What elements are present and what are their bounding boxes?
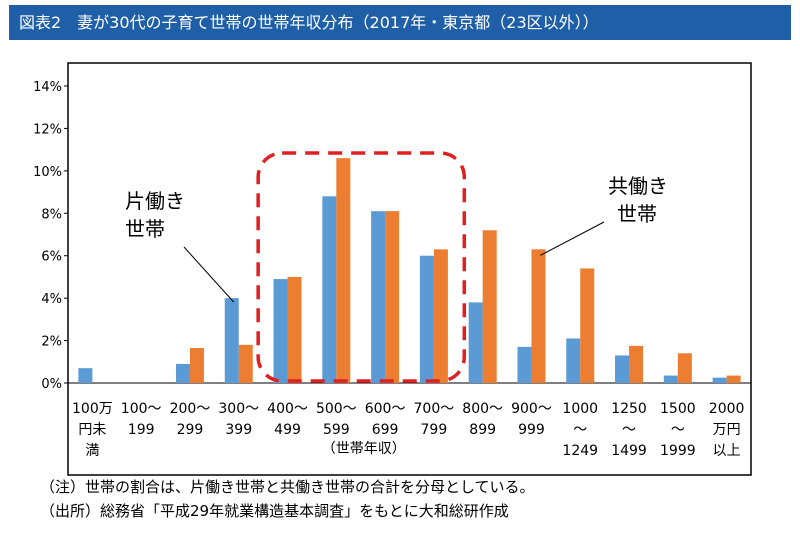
bar-single-income <box>468 302 483 383</box>
x-tick-label: 1250 ～ 1499 <box>611 401 647 459</box>
bar-dual-income <box>189 347 204 383</box>
annotation-leader-line <box>540 221 605 256</box>
x-tick-label: 800～ 899 <box>462 401 503 438</box>
y-tick-label: 14% <box>33 80 62 95</box>
bar-dual-income <box>238 344 253 383</box>
bar-dual-income <box>336 158 351 383</box>
x-tick-label: 300～ 399 <box>218 401 259 438</box>
x-tick-label: 500～ 599 <box>316 401 357 438</box>
y-tick-label: 4% <box>41 292 62 307</box>
x-tick-label: 400～ 499 <box>267 401 308 438</box>
bar-single-income <box>566 338 581 383</box>
x-tick-label: 600～ 699 <box>365 401 406 438</box>
bar-dual-income <box>385 211 400 383</box>
x-tick-label: 100万円未満 <box>72 401 113 459</box>
x-tick-label: 1500 ～ 1999 <box>660 401 696 459</box>
bar-dual-income <box>433 249 448 383</box>
y-tick-label: 0% <box>41 377 62 392</box>
bar-dual-income <box>677 353 692 383</box>
y-tick-label: 2% <box>41 335 62 350</box>
bar-single-income <box>273 279 288 383</box>
x-tick-label: 1000 ～ 1249 <box>562 401 598 459</box>
bar-dual-income <box>629 345 644 383</box>
annotation-label: 共働き世帯 <box>608 174 668 226</box>
note-text: （注）世帯の割合は、片働き世帯と共働き世帯の合計を分母としている。 <box>40 478 535 496</box>
bar-single-income <box>517 346 532 383</box>
bar-single-income <box>712 377 727 383</box>
bar-single-income <box>78 368 93 383</box>
bar-single-income <box>615 355 630 383</box>
y-tick-label: 12% <box>33 122 62 137</box>
bar-dual-income <box>287 276 302 383</box>
bar-dual-income <box>531 249 546 383</box>
x-tick-label: 100～ 199 <box>121 401 162 438</box>
source-text: （出所）総務省「平成29年就業構造基本調査」をもとに大和総研作成 <box>40 502 509 520</box>
chart-title: 図表2 妻が30代の子育て世帯の世帯年収分布（2017年・東京都（23区以外）） <box>9 5 791 40</box>
bar-dual-income <box>580 268 595 383</box>
bar-single-income <box>322 196 337 383</box>
plot-frame <box>67 62 752 476</box>
bar-single-income <box>175 363 190 383</box>
y-tick-label: 8% <box>41 207 62 222</box>
annotation-leader-line <box>183 246 235 303</box>
y-tick-label: 6% <box>41 250 62 265</box>
bar-single-income <box>663 375 678 383</box>
x-tick-label: 900～ 999 <box>511 401 552 438</box>
annotation-label: 片働き世帯 <box>125 189 185 241</box>
x-tick-label: 700～ 799 <box>414 401 455 438</box>
bar-single-income <box>224 298 239 383</box>
x-tick-label: 200～ 299 <box>170 401 211 438</box>
y-tick-label: 10% <box>33 165 62 180</box>
x-axis-label: （世帯年収） <box>322 441 406 457</box>
bar-single-income <box>371 211 386 383</box>
bar-dual-income <box>726 375 741 383</box>
x-tick-label: 2000 万円以上 <box>709 401 745 459</box>
bar-dual-income <box>482 230 497 383</box>
highlight-box <box>256 151 467 383</box>
bar-single-income <box>419 255 434 383</box>
